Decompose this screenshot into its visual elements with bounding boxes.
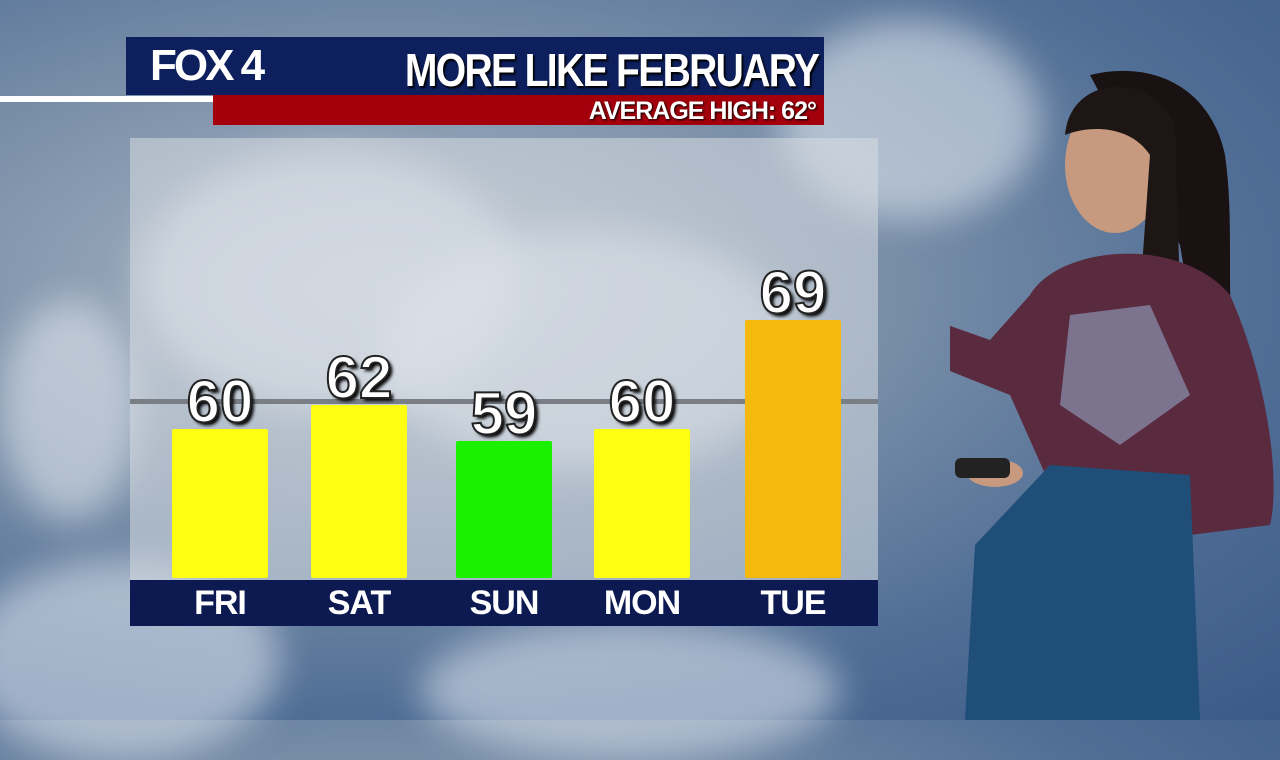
bar-mon <box>594 429 690 578</box>
bar-fri <box>172 429 268 578</box>
value-label-mon: 60 <box>608 367 677 436</box>
title-banner: FOX 4 MORE LIKE FEBRUARY <box>126 37 824 96</box>
value-label-fri: 60 <box>186 367 255 436</box>
day-label-tue: TUE <box>760 584 827 622</box>
bar-tue <box>745 320 841 578</box>
value-label-tue: 69 <box>759 258 828 327</box>
graphic-title: MORE LIKE FEBRUARY <box>404 44 820 96</box>
day-label-sun: SUN <box>469 584 540 622</box>
average-high-line <box>130 399 878 404</box>
value-label-sun: 59 <box>470 379 539 448</box>
bar-sun <box>456 441 552 578</box>
bar-sat <box>311 405 407 578</box>
day-label-strip <box>130 580 878 626</box>
accent-line <box>0 96 213 102</box>
value-label-sat: 62 <box>325 343 394 412</box>
subtitle-banner: AVERAGE HIGH: 62° <box>213 95 824 125</box>
day-label-mon: MON <box>603 584 681 622</box>
day-label-sat: SAT <box>327 584 391 622</box>
graphic-subtitle: AVERAGE HIGH: 62° <box>588 97 817 125</box>
day-label-fri: FRI <box>194 584 247 622</box>
meteorologist <box>950 70 1274 720</box>
fox4-logo: FOX 4 <box>150 41 265 90</box>
